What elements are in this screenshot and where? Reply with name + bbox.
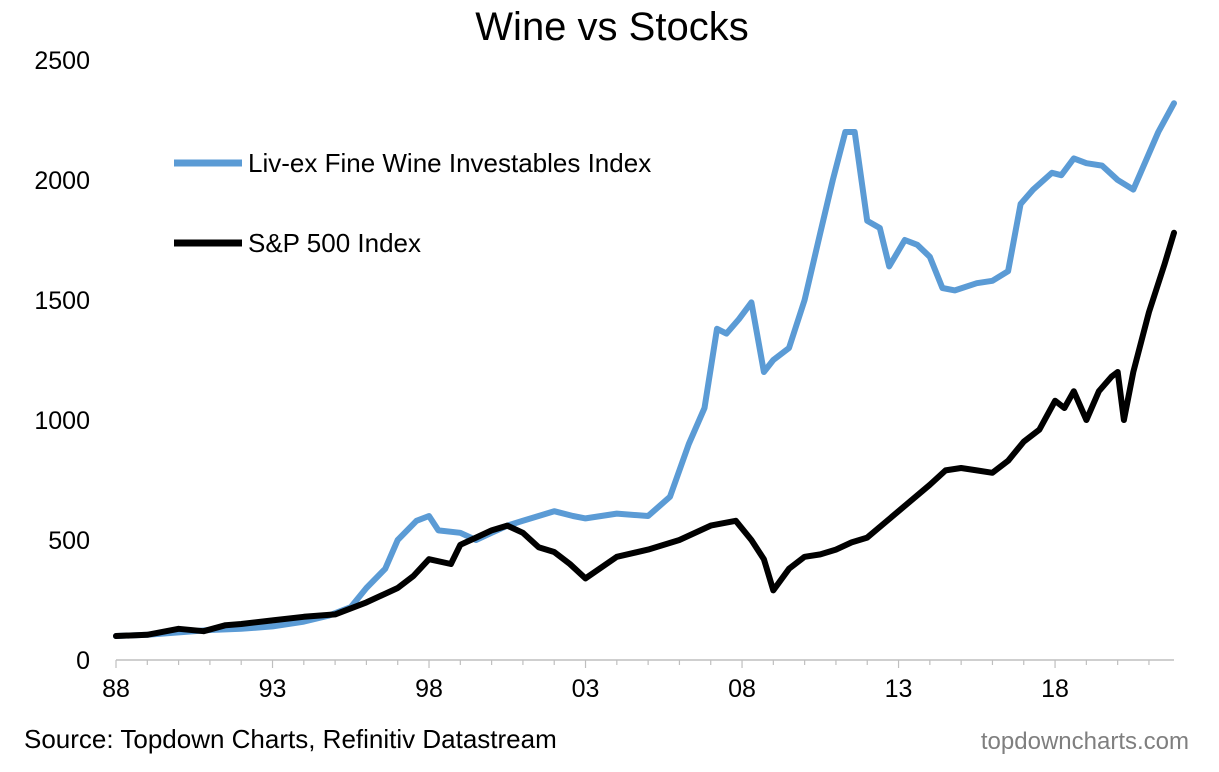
chart-title: Wine vs Stocks (475, 5, 748, 49)
y-tick-label: 500 (48, 527, 90, 555)
x-tick-label: 98 (415, 675, 443, 703)
legend-label-sp500: S&P 500 Index (248, 228, 421, 258)
series-line-sp500 (113, 229, 1177, 639)
x-tick-label: 03 (572, 675, 600, 703)
y-tick-label: 2000 (34, 167, 90, 195)
y-axis-ticks: 0 500 1000 1500 2000 2500 (34, 47, 90, 675)
x-tick-label: 88 (102, 675, 130, 703)
series-line-wine (113, 100, 1177, 639)
x-tick-label: 93 (259, 675, 287, 703)
legend-label-wine: Liv-ex Fine Wine Investables Index (248, 148, 651, 178)
x-tick-label: 13 (885, 675, 913, 703)
x-tick-label: 18 (1041, 675, 1069, 703)
x-axis: 88 93 98 03 08 13 18 (102, 659, 1174, 703)
y-tick-label: 2500 (34, 47, 90, 75)
watermark: topdowncharts.com (980, 728, 1189, 755)
x-tick-label: 08 (728, 675, 756, 703)
series-layer (113, 100, 1177, 639)
source-note: Source: Topdown Charts, Refinitiv Datast… (24, 724, 557, 754)
y-tick-label: 0 (76, 647, 90, 675)
legend: Liv-ex Fine Wine Investables Index S&P 5… (174, 148, 651, 258)
y-tick-label: 1500 (34, 287, 90, 315)
y-tick-label: 1000 (34, 407, 90, 435)
